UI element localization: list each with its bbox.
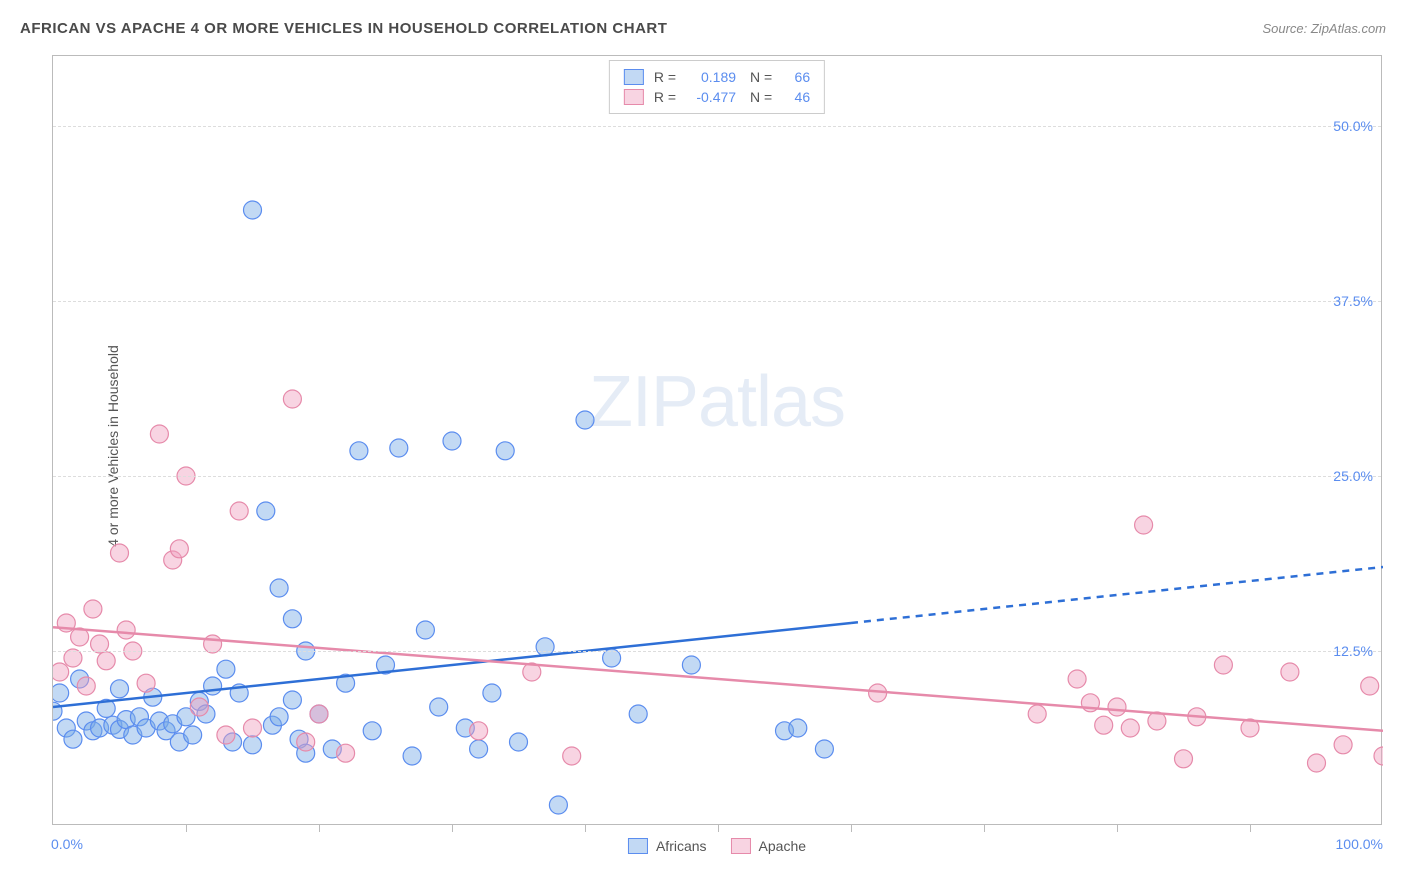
gridline [53, 476, 1381, 477]
r-value-africans: 0.189 [686, 69, 736, 85]
series-legend: Africans Apache [628, 838, 806, 854]
y-tick-label: 25.0% [1333, 468, 1373, 484]
y-tick-label: 37.5% [1333, 293, 1373, 309]
legend-item-apache: Apache [731, 838, 806, 854]
x-tick [984, 824, 985, 832]
gridline [53, 651, 1381, 652]
swatch-africans [624, 69, 644, 85]
x-tick [1250, 824, 1251, 832]
x-axis-max-label: 100.0% [1336, 836, 1383, 852]
scatter-plot-svg [53, 56, 1383, 826]
x-tick [1117, 824, 1118, 832]
r-value-apache: -0.477 [686, 89, 736, 105]
gridline [53, 301, 1381, 302]
x-tick [186, 824, 187, 832]
n-value-apache: 46 [782, 89, 810, 105]
n-value-africans: 66 [782, 69, 810, 85]
x-tick [718, 824, 719, 832]
x-tick [851, 824, 852, 832]
source-attribution: Source: ZipAtlas.com [1262, 21, 1386, 36]
x-tick [452, 824, 453, 832]
gridline [53, 126, 1381, 127]
legend-row-africans: R = 0.189 N = 66 [624, 67, 810, 87]
y-tick-label: 12.5% [1333, 643, 1373, 659]
y-tick-label: 50.0% [1333, 118, 1373, 134]
x-tick [585, 824, 586, 832]
x-axis-min-label: 0.0% [51, 836, 83, 852]
legend-item-africans: Africans [628, 838, 707, 854]
swatch-africans-bottom [628, 838, 648, 854]
correlation-legend: R = 0.189 N = 66 R = -0.477 N = 46 [609, 60, 825, 114]
swatch-apache [624, 89, 644, 105]
chart-plot-area: ZIPatlas R = 0.189 N = 66 R = -0.477 N =… [52, 55, 1382, 825]
swatch-apache-bottom [731, 838, 751, 854]
x-tick [319, 824, 320, 832]
chart-title: AFRICAN VS APACHE 4 OR MORE VEHICLES IN … [20, 20, 667, 37]
legend-row-apache: R = -0.477 N = 46 [624, 87, 810, 107]
